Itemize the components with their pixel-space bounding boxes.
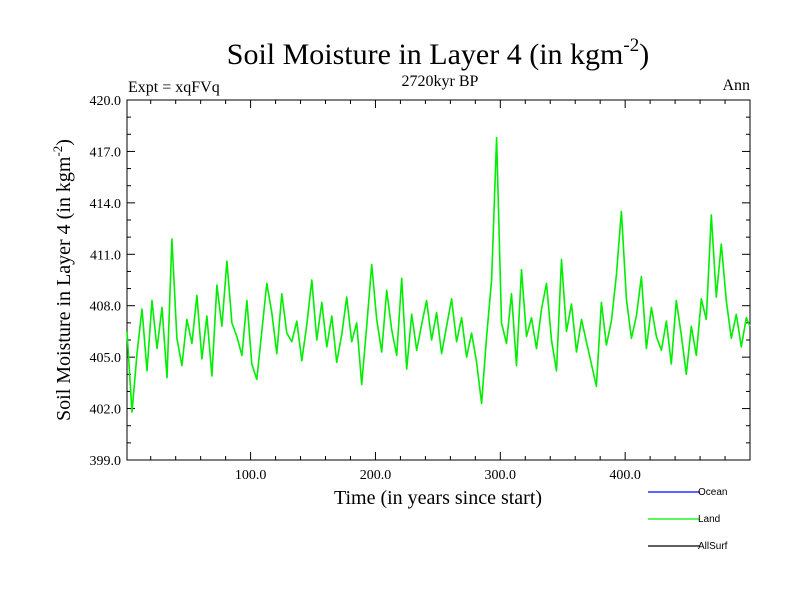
legend-label-land: Land	[698, 514, 720, 525]
y-tick-label: 411.0	[90, 248, 121, 263]
season-label: Ann	[722, 77, 750, 94]
legend: Ocean Land AllSurf	[648, 487, 728, 552]
y-tick-label: 414.0	[90, 197, 122, 212]
x-tick-label: 300.0	[485, 468, 517, 483]
y-axis-label: Soil Moisture in Layer 4 (in kgm-2)	[50, 139, 75, 421]
y-tick-label: 408.0	[90, 300, 122, 315]
y-axis: 399.0 402.0 405.0 408.0 411.0 414.0 417.0 420.0	[90, 94, 750, 469]
y-axis-label-sup: -2	[50, 146, 65, 157]
y-axis-label-close: )	[53, 139, 75, 146]
legend-label-allsurf: AllSurf	[698, 541, 728, 552]
y-tick-label: 402.0	[90, 403, 122, 418]
y-axis-label-main: Soil Moisture in Layer 4 (in kgm	[53, 156, 75, 421]
chart-subtitle: 2720kyr BP	[402, 73, 479, 90]
x-tick-label: 100.0	[235, 468, 267, 483]
x-tick-label: 200.0	[360, 468, 392, 483]
y-tick-label: 399.0	[90, 454, 122, 469]
legend-label-ocean: Ocean	[698, 487, 727, 498]
series-layer	[126, 136, 751, 413]
y-tick-label: 420.0	[90, 94, 122, 109]
chart-title-sup: -2	[623, 35, 639, 56]
chart-title-close: )	[639, 38, 649, 71]
experiment-label: Expt = xqFVq	[128, 79, 220, 96]
chart-title-main: Soil Moisture in Layer 4 (in kgm	[227, 38, 624, 71]
chart-title: Soil Moisture in Layer 4 (in kgm-2)	[227, 35, 649, 71]
series-line-land	[126, 136, 751, 413]
x-tick-label: 400.0	[609, 468, 641, 483]
plot-frame	[126, 99, 751, 461]
y-tick-label: 405.0	[90, 351, 122, 366]
y-tick-label: 417.0	[90, 145, 122, 160]
x-axis: 100.0 200.0 300.0 400.0	[150, 100, 726, 483]
x-axis-label: Time (in years since start)	[334, 487, 542, 509]
